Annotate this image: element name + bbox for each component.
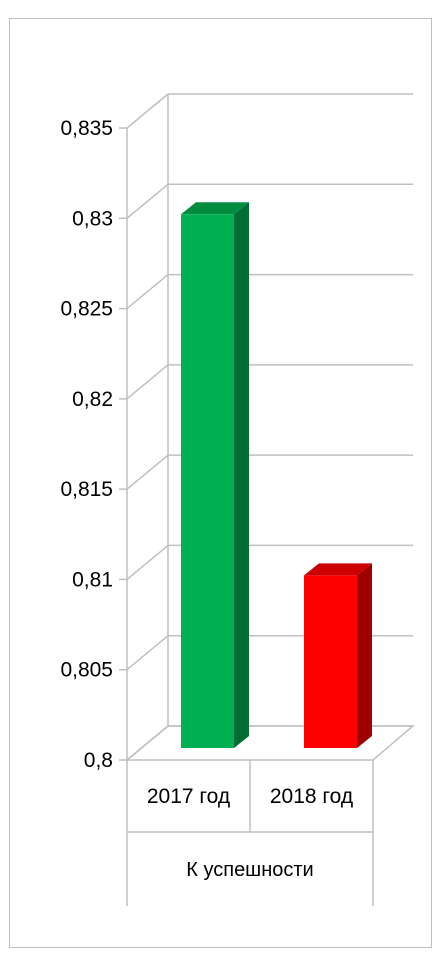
bar-side [234, 202, 249, 749]
gridline-side [126, 183, 169, 219]
floor [124, 725, 416, 761]
axes [119, 94, 416, 906]
bar [304, 563, 372, 748]
gridline-side [126, 454, 169, 490]
bar-side [357, 563, 372, 748]
gridline-side [126, 364, 169, 400]
y-tick-label: 0,83 [72, 207, 113, 230]
x-group-label: К успешности [186, 859, 313, 881]
gridline-side [126, 273, 169, 310]
y-tick-label: 0,815 [60, 478, 113, 501]
bars [181, 202, 372, 749]
bar [181, 202, 249, 749]
x-axis-categories: 2017 год 2018 год К успешности [147, 785, 353, 881]
y-tick-label: 0,825 [60, 298, 113, 321]
gridline-side [126, 635, 169, 671]
y-tick-label: 0,805 [60, 659, 113, 682]
bar-front [181, 214, 234, 749]
y-tick-label: 0,8 [84, 749, 113, 772]
bar-front [304, 575, 357, 748]
y-tick-label: 0,82 [72, 388, 113, 411]
y-tick-label: 0,81 [72, 568, 113, 591]
x-category-label: 2017 год [147, 785, 230, 808]
bar-top [181, 202, 249, 215]
chart-frame [9, 18, 432, 948]
y-axis-tick-labels: 0,8 0,805 0,81 0,815 0,82 0,825 0,83 0,835 [60, 117, 113, 772]
y-tick-label: 0,835 [60, 117, 113, 140]
bar-top [304, 563, 372, 576]
gridline-side [126, 93, 169, 129]
x-category-label: 2018 год [270, 785, 353, 808]
gridline-side [126, 544, 169, 581]
